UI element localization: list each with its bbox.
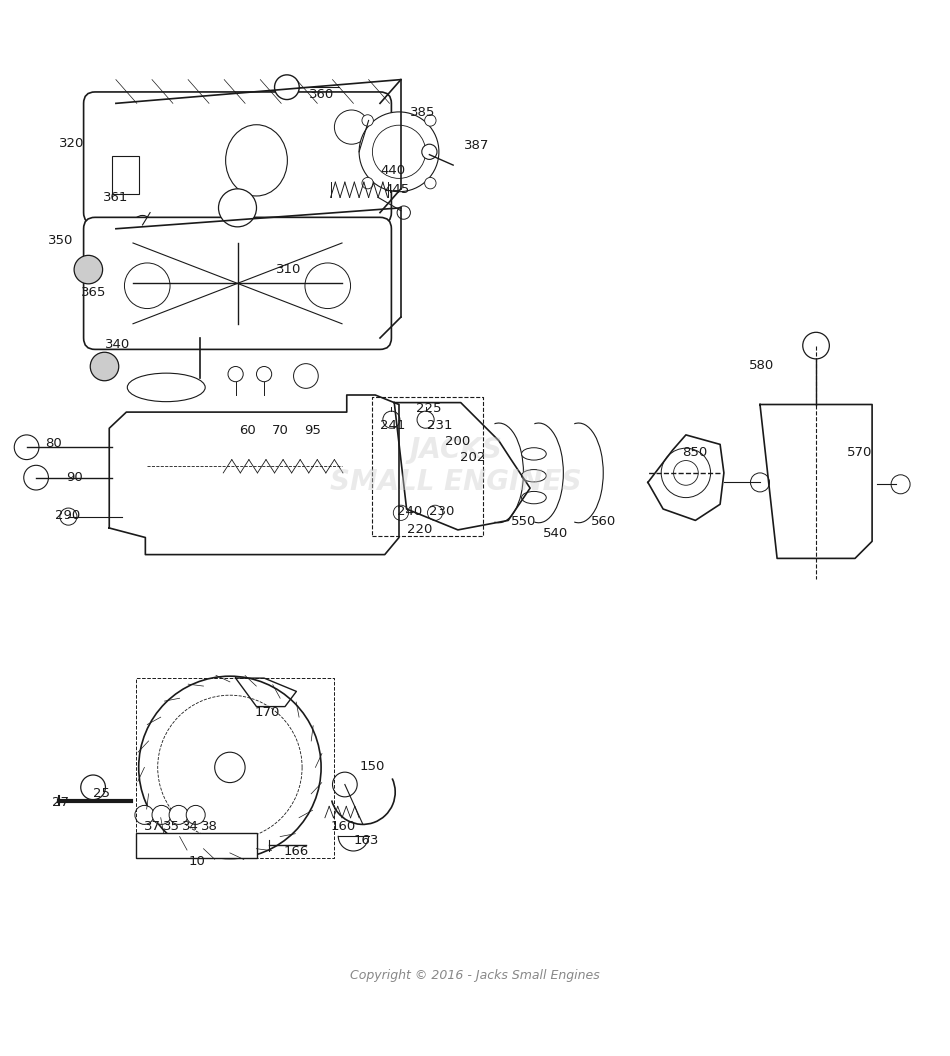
Text: 570: 570	[847, 447, 873, 459]
Circle shape	[362, 115, 373, 126]
Circle shape	[133, 215, 152, 234]
Circle shape	[334, 110, 369, 145]
Circle shape	[294, 363, 318, 389]
Text: 160: 160	[331, 819, 356, 833]
FancyBboxPatch shape	[84, 92, 391, 224]
Text: 60: 60	[239, 423, 256, 436]
Text: 150: 150	[359, 760, 385, 773]
Text: 163: 163	[353, 834, 379, 847]
Text: Copyright © 2016 - Jacks Small Engines: Copyright © 2016 - Jacks Small Engines	[351, 969, 599, 982]
Polygon shape	[648, 435, 724, 521]
Text: 27: 27	[52, 796, 69, 809]
Circle shape	[425, 177, 436, 189]
Circle shape	[397, 206, 410, 220]
Circle shape	[674, 460, 698, 486]
Circle shape	[81, 775, 105, 799]
Circle shape	[152, 806, 171, 825]
Circle shape	[218, 189, 256, 227]
Text: 365: 365	[81, 286, 106, 299]
Circle shape	[24, 466, 48, 490]
Bar	[136, 833, 257, 857]
Circle shape	[135, 806, 154, 825]
Circle shape	[332, 772, 357, 797]
Text: JACKS
SMALL ENGINES: JACKS SMALL ENGINES	[331, 436, 581, 496]
Text: 580: 580	[749, 359, 774, 372]
Text: 290: 290	[55, 509, 81, 522]
Text: 850: 850	[682, 447, 708, 459]
Circle shape	[139, 676, 321, 859]
Text: 560: 560	[591, 515, 617, 528]
Circle shape	[372, 126, 426, 178]
Circle shape	[124, 263, 170, 308]
Text: 37: 37	[144, 819, 162, 833]
Circle shape	[305, 263, 351, 308]
Text: 340: 340	[104, 338, 130, 352]
Circle shape	[383, 411, 400, 429]
Text: 202: 202	[460, 451, 485, 465]
Text: 361: 361	[103, 191, 128, 204]
Text: 200: 200	[445, 435, 470, 448]
Circle shape	[228, 366, 243, 381]
Text: 360: 360	[309, 89, 334, 101]
Text: 166: 166	[283, 846, 309, 859]
Text: 387: 387	[464, 138, 489, 152]
Text: 241: 241	[380, 419, 406, 432]
Text: 320: 320	[59, 136, 85, 150]
Polygon shape	[394, 402, 530, 530]
Ellipse shape	[127, 373, 205, 401]
Circle shape	[425, 115, 436, 126]
Text: 230: 230	[429, 506, 455, 518]
Text: 310: 310	[276, 263, 301, 276]
Circle shape	[422, 145, 437, 159]
Ellipse shape	[522, 448, 546, 460]
Circle shape	[14, 435, 39, 459]
FancyBboxPatch shape	[84, 218, 391, 350]
Text: 350: 350	[48, 233, 73, 247]
Circle shape	[169, 806, 188, 825]
Polygon shape	[109, 395, 399, 554]
Circle shape	[803, 333, 829, 359]
Text: 35: 35	[163, 819, 180, 833]
Circle shape	[891, 475, 910, 494]
Circle shape	[90, 353, 119, 381]
Circle shape	[256, 366, 272, 381]
Text: 10: 10	[188, 855, 205, 868]
Text: 550: 550	[511, 515, 537, 528]
Circle shape	[393, 505, 408, 521]
Text: 38: 38	[201, 819, 219, 833]
Text: 80: 80	[46, 437, 63, 450]
Text: 70: 70	[272, 423, 289, 436]
Circle shape	[359, 112, 439, 192]
Text: 385: 385	[410, 107, 436, 119]
Text: 95: 95	[304, 423, 321, 436]
Ellipse shape	[522, 491, 546, 504]
Circle shape	[428, 505, 443, 521]
Text: 25: 25	[93, 787, 110, 799]
Text: 240: 240	[397, 506, 423, 518]
Text: 34: 34	[182, 819, 200, 833]
Text: 90: 90	[66, 471, 84, 484]
Text: 170: 170	[255, 705, 280, 719]
Ellipse shape	[522, 470, 546, 482]
Circle shape	[362, 177, 373, 189]
Circle shape	[661, 448, 711, 497]
Text: 540: 540	[543, 527, 569, 541]
Text: 231: 231	[428, 419, 453, 432]
Text: 445: 445	[385, 184, 410, 196]
Circle shape	[750, 473, 770, 492]
Circle shape	[275, 75, 299, 99]
Polygon shape	[760, 404, 872, 559]
Circle shape	[186, 806, 205, 825]
Text: 225: 225	[416, 401, 442, 415]
Text: 220: 220	[407, 524, 432, 536]
Text: 440: 440	[380, 165, 405, 177]
Ellipse shape	[226, 125, 287, 196]
Circle shape	[215, 752, 245, 782]
Circle shape	[74, 256, 103, 284]
Circle shape	[417, 411, 434, 429]
Bar	[112, 155, 139, 193]
Circle shape	[60, 508, 77, 525]
